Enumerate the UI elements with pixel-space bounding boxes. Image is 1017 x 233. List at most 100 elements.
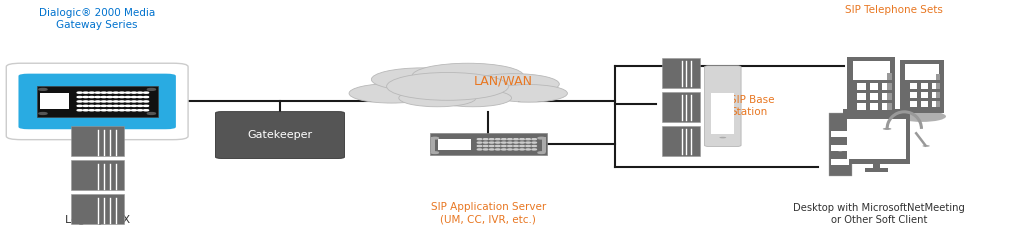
Circle shape bbox=[113, 96, 118, 98]
Circle shape bbox=[489, 139, 494, 140]
Circle shape bbox=[507, 142, 513, 143]
Circle shape bbox=[119, 96, 124, 98]
Bar bbox=[870, 93, 879, 100]
Circle shape bbox=[490, 85, 567, 102]
Circle shape bbox=[495, 145, 500, 147]
Circle shape bbox=[143, 110, 148, 111]
Circle shape bbox=[507, 139, 513, 140]
Circle shape bbox=[131, 110, 136, 111]
Bar bbox=[936, 101, 941, 107]
Circle shape bbox=[147, 89, 156, 90]
Circle shape bbox=[108, 92, 113, 93]
Circle shape bbox=[89, 92, 95, 93]
Circle shape bbox=[495, 142, 500, 143]
Circle shape bbox=[125, 92, 130, 93]
Circle shape bbox=[514, 142, 519, 143]
Circle shape bbox=[108, 101, 113, 102]
Bar bbox=[857, 103, 866, 110]
Circle shape bbox=[507, 145, 513, 147]
Bar bbox=[430, 133, 546, 155]
Circle shape bbox=[89, 110, 95, 111]
Circle shape bbox=[507, 149, 513, 150]
Circle shape bbox=[137, 110, 142, 111]
Circle shape bbox=[143, 101, 148, 102]
Bar bbox=[71, 126, 124, 156]
Text: SIP Base
Station: SIP Base Station bbox=[730, 95, 774, 117]
Circle shape bbox=[131, 101, 136, 102]
Circle shape bbox=[837, 150, 843, 151]
Bar bbox=[873, 162, 881, 171]
Text: Desktop with MicrosoftNetMeeting
or Other Soft Client: Desktop with MicrosoftNetMeeting or Othe… bbox=[793, 203, 965, 225]
Bar bbox=[887, 83, 892, 90]
Bar bbox=[882, 83, 891, 90]
Circle shape bbox=[125, 110, 130, 111]
Circle shape bbox=[526, 139, 531, 140]
Circle shape bbox=[483, 145, 488, 147]
Bar bbox=[900, 60, 944, 113]
Circle shape bbox=[77, 105, 82, 106]
Circle shape bbox=[412, 63, 524, 89]
Circle shape bbox=[514, 139, 519, 140]
Bar bbox=[909, 93, 917, 98]
Bar bbox=[936, 74, 941, 80]
Circle shape bbox=[477, 145, 482, 147]
Circle shape bbox=[83, 96, 88, 98]
Circle shape bbox=[143, 92, 148, 93]
Circle shape bbox=[489, 145, 494, 147]
FancyBboxPatch shape bbox=[216, 112, 345, 158]
Circle shape bbox=[526, 145, 531, 147]
Circle shape bbox=[719, 137, 726, 138]
Circle shape bbox=[538, 152, 545, 154]
Bar bbox=[887, 93, 892, 100]
Circle shape bbox=[898, 111, 946, 122]
Bar bbox=[662, 126, 701, 156]
Bar bbox=[932, 83, 940, 89]
Circle shape bbox=[89, 101, 95, 102]
Circle shape bbox=[102, 110, 107, 111]
Bar bbox=[870, 83, 879, 90]
Circle shape bbox=[520, 142, 525, 143]
Bar bbox=[431, 137, 435, 152]
Circle shape bbox=[131, 92, 136, 93]
Circle shape bbox=[39, 89, 47, 90]
Bar bbox=[932, 101, 940, 107]
Bar bbox=[909, 83, 917, 89]
Circle shape bbox=[102, 101, 107, 102]
Bar bbox=[932, 93, 940, 98]
Circle shape bbox=[119, 110, 124, 111]
Circle shape bbox=[520, 149, 525, 150]
Circle shape bbox=[113, 92, 118, 93]
Bar bbox=[936, 93, 941, 98]
Bar bbox=[37, 86, 158, 117]
Circle shape bbox=[477, 139, 482, 140]
Circle shape bbox=[102, 105, 107, 106]
Circle shape bbox=[96, 110, 101, 111]
Circle shape bbox=[137, 105, 142, 106]
Bar bbox=[920, 101, 929, 107]
Text: SIP Telephone Sets: SIP Telephone Sets bbox=[845, 5, 944, 15]
Bar bbox=[920, 83, 929, 89]
Text: Gatekeeper: Gatekeeper bbox=[247, 130, 312, 140]
Circle shape bbox=[495, 149, 500, 150]
Bar bbox=[857, 83, 866, 90]
Circle shape bbox=[477, 149, 482, 150]
Circle shape bbox=[434, 89, 512, 107]
Circle shape bbox=[137, 101, 142, 102]
Circle shape bbox=[108, 105, 113, 106]
Circle shape bbox=[520, 145, 525, 147]
Circle shape bbox=[532, 142, 536, 143]
Circle shape bbox=[83, 92, 88, 93]
Bar bbox=[662, 58, 701, 88]
Text: Dialogic® 2000 Media
Gateway Series: Dialogic® 2000 Media Gateway Series bbox=[39, 8, 156, 30]
Bar bbox=[887, 73, 892, 80]
Circle shape bbox=[119, 105, 124, 106]
Circle shape bbox=[125, 101, 130, 102]
Circle shape bbox=[468, 74, 559, 95]
Circle shape bbox=[844, 114, 898, 126]
Circle shape bbox=[108, 96, 113, 98]
Bar bbox=[882, 93, 891, 100]
Circle shape bbox=[83, 105, 88, 106]
Bar bbox=[852, 61, 890, 80]
Bar bbox=[712, 93, 734, 134]
Bar bbox=[847, 119, 905, 159]
